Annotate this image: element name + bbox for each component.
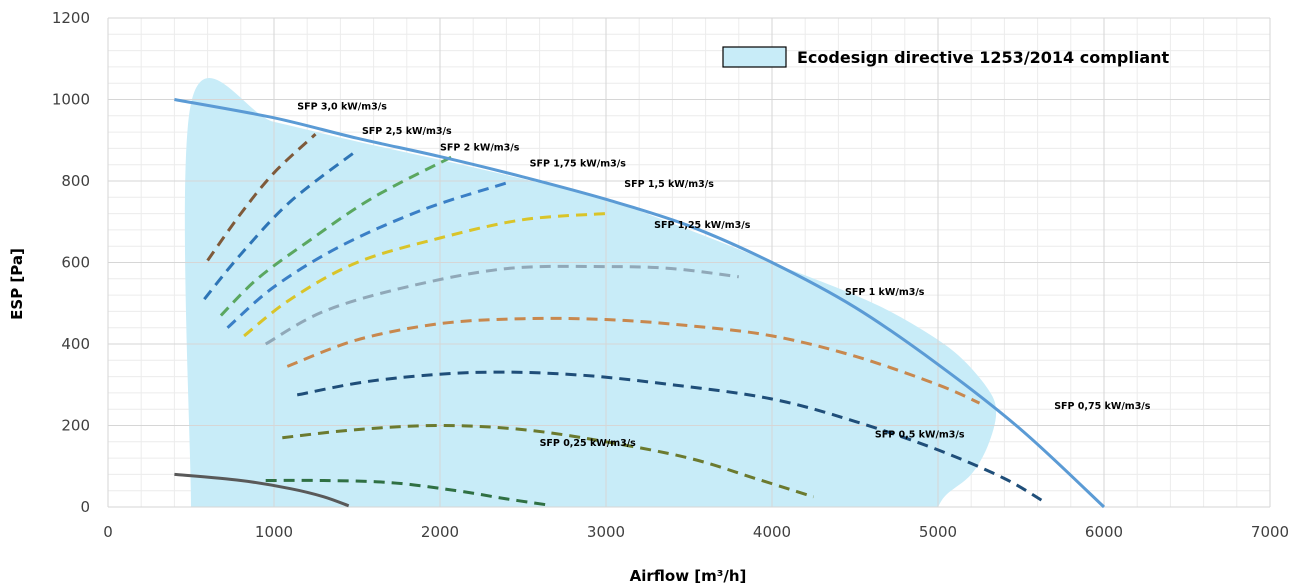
fan-curves [174,98,1106,509]
sfp-label: SFP 0,25 kW/m3/s [540,438,637,449]
legend-label: Ecodesign directive 1253/2014 compliant [797,48,1170,67]
sfp-series-line [226,181,507,329]
x-tick-label: 6000 [1085,523,1123,541]
compliance-region-area [184,78,997,507]
sfp-label: SFP 2,5 kW/m3/s [362,126,452,137]
sfp-label: SFP 2 kW/m3/s [440,142,520,153]
x-tick-label: 0 [103,523,113,541]
sfp-label: SFP 3,0 kW/m3/s [297,102,387,113]
sfp-series-line [203,149,358,301]
sfp-series-line [296,370,1047,505]
sfp-label: SFP 0,5 kW/m3/s [875,430,965,441]
low-curve-line [174,472,350,508]
legend-swatch [722,46,787,68]
x-tick-label: 1000 [255,523,293,541]
sfp-label: SFP 1,5 kW/m3/s [624,179,714,190]
sfp-series-line [219,153,458,317]
x-tick-label: 5000 [919,523,957,541]
y-axis-title: ESP [Pa] [8,248,26,320]
y-tick-label: 600 [61,254,90,272]
sfp-label: SFP 0,75 kW/m3/s [1054,401,1151,412]
y-tick-label: 400 [61,335,90,353]
compliance-region [184,78,997,507]
y-tick-label: 1000 [52,91,90,109]
sfp-label: SFP 1,25 kW/m3/s [654,220,751,231]
y-tick-label: 200 [61,417,90,435]
legend: Ecodesign directive 1253/2014 compliant [722,46,1170,68]
sfp-series-line [206,133,317,262]
x-tick-label: 4000 [753,523,791,541]
sfp-series-line [264,264,739,346]
sfp-label: SFP 1 kW/m3/s [845,287,925,298]
x-tick-label: 7000 [1251,523,1289,541]
sfp-series [203,133,1047,507]
x-tick-label: 3000 [587,523,625,541]
sfp-series-line [243,212,607,338]
sfp-series-line [282,423,814,499]
y-tick-label: 0 [80,498,90,516]
y-tick-label: 1200 [52,9,90,27]
x-tick-label: 2000 [421,523,459,541]
sfp-label: SFP 1,75 kW/m3/s [530,159,627,170]
x-axis-title: Airflow [m³/h] [630,567,747,585]
y-tick-label: 800 [61,172,90,190]
sfp-series-line [286,316,981,405]
tick-labels: 0 1000 2000 3000 4000 5000 6000 7000 0 200 400 600 8… [52,9,1289,541]
sfp-series-line [265,478,549,507]
major-gridlines [107,17,1271,508]
sfp-annotations: SFP 3,0 kW/m3/s SFP 2,5 kW/m3/s SFP 2 kW/m… [297,102,1151,449]
fan-curve-line [174,98,1106,509]
